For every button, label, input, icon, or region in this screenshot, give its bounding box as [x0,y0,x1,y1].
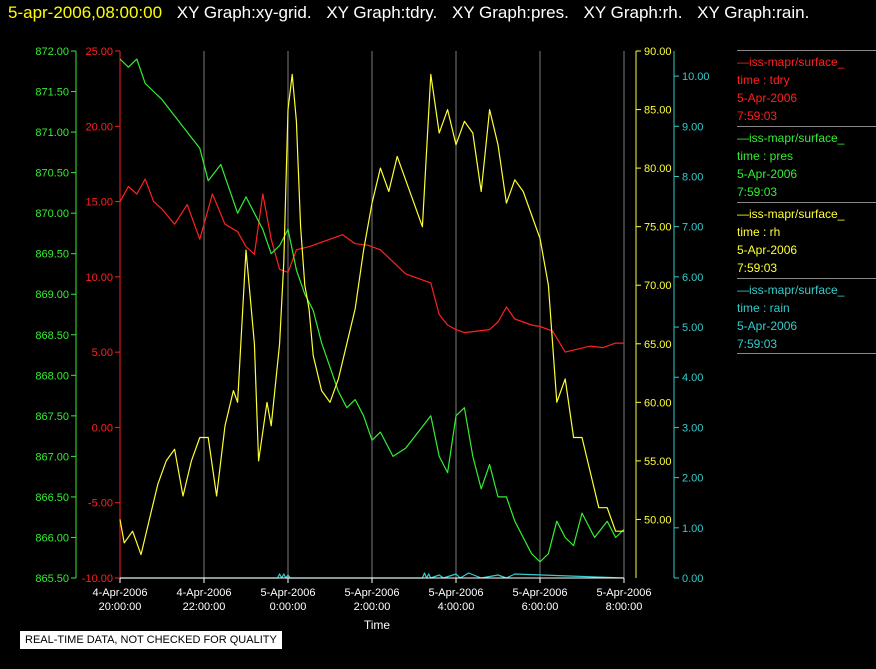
header-graph-rain[interactable]: XY Graph:rain. [697,3,810,22]
header-graph-tdry[interactable]: XY Graph:tdry. [326,3,438,22]
x-tick-time: 2:00:00 [354,601,391,613]
x-tick-date: 5-Apr-2006 [512,587,567,599]
pres-tick-label: 865.50 [35,573,69,585]
rain-tick-label: 0.00 [682,573,703,585]
header-graph-xy-grid[interactable]: XY Graph:xy-grid. [176,3,312,22]
x-tick-time: 0:00:00 [270,601,307,613]
axes: 865.50 866.00 866.50 867.00 867.50 868.00 868.… [35,46,709,585]
rain-tick-label: 7.00 [682,222,703,234]
legend-entry-pres[interactable]: —iss-mapr/surface_ time : pres 5-Apr-200… [737,126,876,201]
pres-tick-label: 867.50 [35,411,69,423]
header-bar: 5-apr-2006,08:00:00 XY Graph:xy-grid. XY… [0,2,809,24]
rh-tick-label: 50.00 [644,514,672,526]
legend-field: time : rh [737,225,781,239]
pres-tick-label: 871.00 [35,127,69,139]
tdry-tick-label: 20.00 [85,121,113,133]
header-graph-pres[interactable]: XY Graph:pres. [451,3,569,22]
rh-tick-label: 70.00 [644,280,672,292]
rain-tick-label: 10.00 [682,71,710,83]
rain-tick-label: 9.00 [682,121,703,133]
rh-tick-label: 85.00 [644,105,672,117]
x-tick-date: 5-Apr-2006 [344,587,399,599]
legend-date: 5-Apr-2006 [737,167,798,181]
series-lines [119,58,625,579]
legend-entry-rh[interactable]: —iss-mapr/surface_ time : rh 5-Apr-2006 … [737,202,876,277]
pres-tick-label: 868.50 [35,330,69,342]
pres-tick-label: 867.00 [35,451,69,463]
header-graph-rh[interactable]: XY Graph:rh. [583,3,683,22]
rh-tick-label: 65.00 [644,339,672,351]
x-axis-ticks: 4-Apr-2006 20:00:00 4-Apr-2006 22:00:00 5-Ap… [92,577,652,613]
tdry-tick-label: -10.00 [82,573,113,585]
pres-tick-label: 872.00 [35,46,69,58]
quality-warning-badge: REAL-TIME DATA, NOT CHECKED FOR QUALITY [20,631,282,649]
legend-field: time : pres [737,149,794,163]
pres-tick-label: 869.00 [35,289,69,301]
rain-tick-label: 1.00 [682,523,703,535]
series-line-rain [120,572,625,579]
tdry-tick-label: 10.00 [85,272,113,284]
legend-source: —iss-mapr/surface_ [737,55,845,69]
legend-field: time : rain [737,301,790,315]
rh-tick-label: 55.00 [644,456,672,468]
legend-source: —iss-mapr/surface_ [737,283,845,297]
rh-tick-label: 60.00 [644,397,672,409]
pres-tick-label: 866.50 [35,492,69,504]
x-tick-date: 5-Apr-2006 [596,587,651,599]
x-tick-time: 8:00:00 [606,601,643,613]
legend-time: 7:59:03 [737,337,778,351]
legend-date: 5-Apr-2006 [737,319,798,333]
series-line-pres [119,58,625,563]
pres-tick-label: 870.50 [35,168,69,180]
rain-tick-label: 8.00 [682,171,703,183]
x-tick-date: 4-Apr-2006 [176,587,231,599]
rain-tick-label: 3.00 [682,422,703,434]
tdry-tick-label: 5.00 [92,347,113,359]
grid-lines [119,51,625,578]
rain-tick-label: 6.00 [682,272,703,284]
tdry-tick-label: 15.00 [85,197,113,209]
rh-tick-label: 90.00 [644,46,672,58]
legend-date: 5-Apr-2006 [737,243,798,257]
legend-source: —iss-mapr/surface_ [737,131,845,145]
pres-tick-label: 869.50 [35,249,69,261]
tdry-tick-label: -5.00 [88,498,113,510]
x-tick-time: 6:00:00 [522,601,559,613]
x-tick-time: 4:00:00 [438,601,475,613]
legend: —iss-mapr/surface_ time : tdry 5-Apr-200… [737,50,876,355]
legend-date: 5-Apr-2006 [737,91,798,105]
tdry-tick-label: 25.00 [85,46,113,58]
x-axis-label: Time [364,618,391,632]
x-tick-time: 22:00:00 [183,601,226,613]
x-tick-date: 5-Apr-2006 [428,587,483,599]
legend-time: 7:59:03 [737,109,778,123]
legend-entry-rain[interactable]: —iss-mapr/surface_ time : rain 5-Apr-200… [737,278,876,354]
pres-tick-label: 870.00 [35,208,69,220]
pres-tick-label: 866.00 [35,532,69,544]
legend-field: time : tdry [737,73,790,87]
legend-time: 7:59:03 [737,185,778,199]
rh-tick-label: 75.00 [644,222,672,234]
tdry-tick-label: 0.00 [92,422,113,434]
rain-tick-label: 5.00 [682,322,703,334]
x-tick-date: 4-Apr-2006 [92,587,147,599]
series-line-rh [119,73,624,556]
pres-tick-label: 868.00 [35,370,69,382]
rh-tick-label: 80.00 [644,163,672,175]
legend-time: 7:59:03 [737,261,778,275]
series-line-tdry [119,178,624,353]
pres-tick-label: 871.50 [35,87,69,99]
legend-entry-tdry[interactable]: —iss-mapr/surface_ time : tdry 5-Apr-200… [737,50,876,125]
rain-tick-label: 4.00 [682,372,703,384]
header-datetime: 5-apr-2006,08:00:00 [8,3,163,22]
legend-source: —iss-mapr/surface_ [737,207,845,221]
x-tick-time: 20:00:00 [99,601,142,613]
x-tick-date: 5-Apr-2006 [260,587,315,599]
rain-tick-label: 2.00 [682,473,703,485]
